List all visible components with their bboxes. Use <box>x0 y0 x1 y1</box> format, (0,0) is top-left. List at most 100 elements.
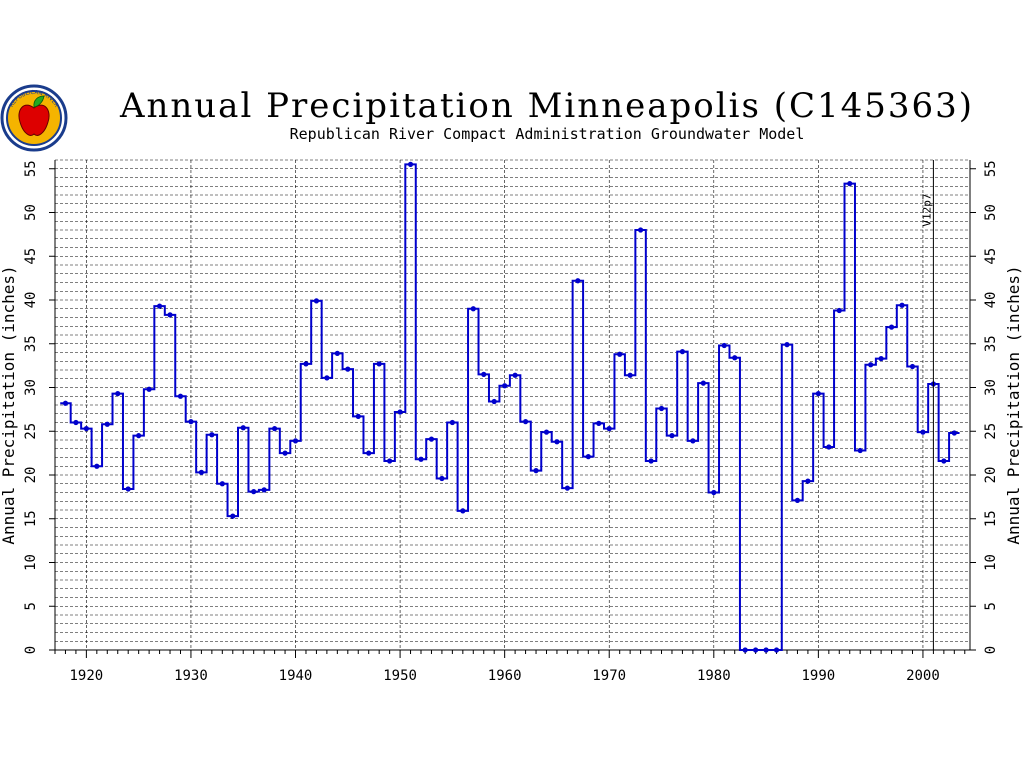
data-point <box>732 355 738 361</box>
y-tick-label-left: 5 <box>23 602 39 610</box>
grid <box>55 159 970 651</box>
data-point <box>62 400 69 406</box>
x-tick-label: 1940 <box>279 668 313 684</box>
data-point <box>376 361 382 367</box>
y-tick-label-right: 50 <box>983 204 999 221</box>
data-point <box>773 647 780 653</box>
data-point <box>345 366 351 372</box>
y-tick-label-left: 30 <box>23 379 39 396</box>
data-point <box>313 298 320 304</box>
precipitation-series <box>60 161 960 653</box>
precipitation-step-line <box>60 163 960 651</box>
y-tick-label-right: 10 <box>983 554 999 571</box>
data-point <box>136 433 142 439</box>
data-point <box>292 438 299 444</box>
y-tick-label-left: 15 <box>23 510 39 527</box>
marker-label: V12p7 <box>920 193 933 226</box>
x-tick-label: 1970 <box>592 668 626 684</box>
data-point <box>784 342 790 348</box>
y-tick-label-right: 0 <box>983 646 999 654</box>
x-tick-label: 1960 <box>488 668 522 684</box>
y-tick-label-right: 25 <box>983 423 999 440</box>
data-point <box>219 481 225 487</box>
data-point <box>272 426 278 432</box>
data-point <box>407 161 414 167</box>
chart-title: Annual Precipitation Minneapolis (C14536… <box>119 86 974 126</box>
data-point <box>198 469 204 475</box>
data-point <box>167 312 173 318</box>
data-point <box>564 485 571 491</box>
x-tick-label: 2000 <box>906 668 940 684</box>
data-point <box>251 489 257 495</box>
data-point <box>240 425 246 431</box>
data-point <box>909 363 916 370</box>
data-point <box>638 227 644 233</box>
data-point <box>658 405 665 412</box>
data-point <box>826 444 832 450</box>
data-point <box>481 371 487 377</box>
y-tick-label-right: 55 <box>983 160 999 177</box>
x-tick-label: 1920 <box>70 668 104 684</box>
data-point <box>847 181 853 187</box>
plot-frame <box>49 160 976 658</box>
data-point <box>617 351 623 357</box>
y-tick-label-right: 40 <box>983 292 999 309</box>
data-point <box>156 303 163 309</box>
data-point <box>596 420 602 426</box>
y-tick-label-left: 10 <box>23 554 39 571</box>
data-point <box>742 647 748 653</box>
data-point <box>282 450 288 456</box>
data-point <box>941 458 947 464</box>
logo-apple-icon <box>18 104 50 136</box>
data-point <box>261 487 267 493</box>
data-point <box>690 438 696 444</box>
model-version-marker: V12p7 <box>920 160 934 650</box>
data-point <box>554 439 560 445</box>
data-point <box>115 391 121 397</box>
y-tick-label-left: 45 <box>23 248 39 265</box>
data-point <box>888 324 895 330</box>
data-point <box>125 486 131 492</box>
data-point <box>334 350 340 356</box>
logo-leaf-icon <box>33 95 45 108</box>
data-point <box>230 513 236 519</box>
data-point <box>418 456 424 462</box>
data-point <box>585 454 591 460</box>
data-point <box>428 436 435 442</box>
data-point <box>679 349 686 355</box>
data-point <box>878 356 884 362</box>
data-point <box>575 278 581 284</box>
x-tick-label: 1950 <box>383 668 417 684</box>
data-point <box>209 432 215 438</box>
rrca-logo: REPUBLICAN RIVER <box>0 84 68 152</box>
y-tick-label-right: 20 <box>983 467 999 484</box>
data-point <box>177 393 184 399</box>
data-point <box>188 419 194 425</box>
data-point <box>669 433 675 439</box>
data-point <box>533 468 539 474</box>
data-point <box>73 419 79 426</box>
data-point <box>543 429 550 435</box>
data-point <box>491 398 497 405</box>
data-point <box>366 450 372 456</box>
data-point <box>836 307 842 314</box>
data-point <box>83 426 89 432</box>
y-tick-label-left: 40 <box>23 292 39 309</box>
y-axis-label-left: Annual Precipitation (inches) <box>0 265 18 544</box>
y-tick-label-right: 30 <box>983 379 999 396</box>
x-tick-label: 1980 <box>697 668 731 684</box>
y-tick-label-left: 25 <box>23 423 39 440</box>
y-tick-label-right: 5 <box>983 602 999 610</box>
data-point <box>522 419 529 425</box>
y-tick-label-left: 0 <box>23 646 39 654</box>
chart-subtitle: Republican River Compact Administration … <box>290 125 805 143</box>
data-point <box>502 383 508 389</box>
y-tick-label-left: 50 <box>23 204 39 221</box>
y-tick-label-left: 55 <box>23 160 39 177</box>
data-point <box>951 430 957 436</box>
data-point <box>387 458 393 464</box>
data-point <box>512 372 518 378</box>
data-point <box>449 419 455 426</box>
